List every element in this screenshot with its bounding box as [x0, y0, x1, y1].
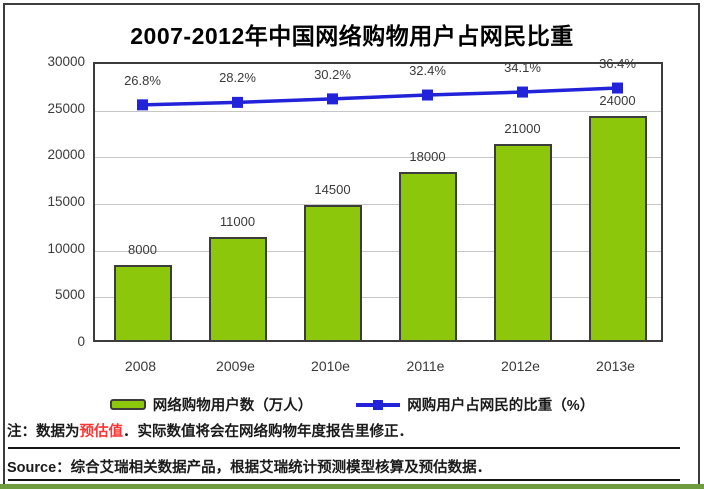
bar-value-label: 14500: [314, 181, 351, 197]
line-point-label: 28.2%: [219, 70, 256, 86]
bar-2008: [113, 265, 172, 340]
line-marker: [517, 86, 528, 98]
footnote-suffix: ．实际数值将会在网络购物年度报告里修正．: [123, 424, 413, 440]
line-marker: [327, 93, 338, 105]
line-path: [142, 86, 618, 107]
gridline: [95, 297, 661, 299]
legend: 网络购物用户数（万人） 网购用户占网民的比重（%）: [0, 394, 704, 415]
y-tick-label: 20000: [47, 147, 85, 163]
x-tick-label-2011e: 2011e: [406, 358, 445, 374]
x-tick-label-2010e: 2010e: [311, 358, 350, 374]
x-tick-label-2008: 2008: [124, 358, 157, 374]
line-point-label: 30.2%: [314, 66, 351, 82]
legend-item-bars: 网络购物用户数（万人）: [109, 394, 313, 415]
line-marker: [612, 82, 623, 94]
line-series-square-icon: [373, 399, 384, 410]
divider-bottom: [8, 479, 680, 481]
bar-2009e: [208, 237, 267, 340]
bar-series-swatch-icon: [109, 399, 146, 410]
line-point-label: 34.1%: [504, 60, 541, 76]
bar-2011e: [398, 172, 457, 340]
gridline: [95, 110, 661, 112]
line-point-label: 32.4%: [409, 63, 446, 79]
legend-item-line: 网购用户占网民的比重（%）: [356, 394, 594, 415]
bar-value-label: 21000: [504, 121, 541, 136]
legend-label-bars: 网络购物用户数（万人）: [152, 398, 313, 414]
line-marker: [137, 99, 148, 111]
chart-title: 2007-2012年中国网络购物用户占网民比重: [130, 23, 574, 49]
x-axis: 2008 2009e 2010e 2011e 2012e 2013e: [93, 358, 663, 376]
y-tick-label: 30000: [47, 54, 85, 69]
line-series: [137, 82, 623, 111]
y-tick-label: 5000: [54, 287, 85, 303]
line-marker: [422, 89, 433, 101]
bar-value-label: 24000: [599, 93, 636, 108]
footnote-highlight: 预估值: [79, 424, 124, 440]
y-tick-label: 10000: [47, 240, 85, 256]
line-point-label: 36.4%: [599, 56, 636, 72]
bar-2012e: [493, 144, 552, 340]
y-axis: 30000 25000 20000 15000 10000 5000 0: [0, 54, 85, 349]
bar-2013e: [588, 116, 647, 340]
gridline: [95, 204, 661, 205]
source-line: Source：综合艾瑞相关数据产品，根据艾瑞统计预测模型核算及预估数据．: [7, 460, 492, 476]
line-series-marker-icon: [356, 399, 401, 410]
y-tick-label: 25000: [47, 100, 85, 116]
divider-top: [8, 447, 680, 449]
line-marker: [232, 96, 243, 108]
gridline: [95, 250, 661, 252]
x-tick-label-2012e: 2012e: [501, 358, 540, 374]
x-tick-label-2013e: 2013e: [596, 358, 635, 374]
bar-value-label: 8000: [128, 242, 157, 258]
legend-label-line: 网购用户占网民的比重（%）: [407, 398, 595, 414]
line-point-label: 26.8%: [124, 72, 161, 88]
bar-value-label: 18000: [409, 149, 446, 164]
y-tick-label: 15000: [47, 194, 85, 209]
bottom-green-strip: [0, 484, 704, 489]
footnote: 注：数据为预估值．实际数值将会在网络购物年度报告里修正．: [7, 420, 413, 441]
plot-area: 8000 11000 14500 18000 21000 24000 26.8% 28.2% 3…: [93, 57, 663, 342]
footnote-prefix: 注：数据为: [7, 424, 80, 440]
y-tick-label: 0: [77, 334, 85, 349]
gridline: [95, 157, 661, 159]
x-tick-label-2009e: 2009e: [216, 358, 255, 374]
bar-value-label: 11000: [219, 214, 256, 230]
bar-2010e: [303, 204, 362, 340]
